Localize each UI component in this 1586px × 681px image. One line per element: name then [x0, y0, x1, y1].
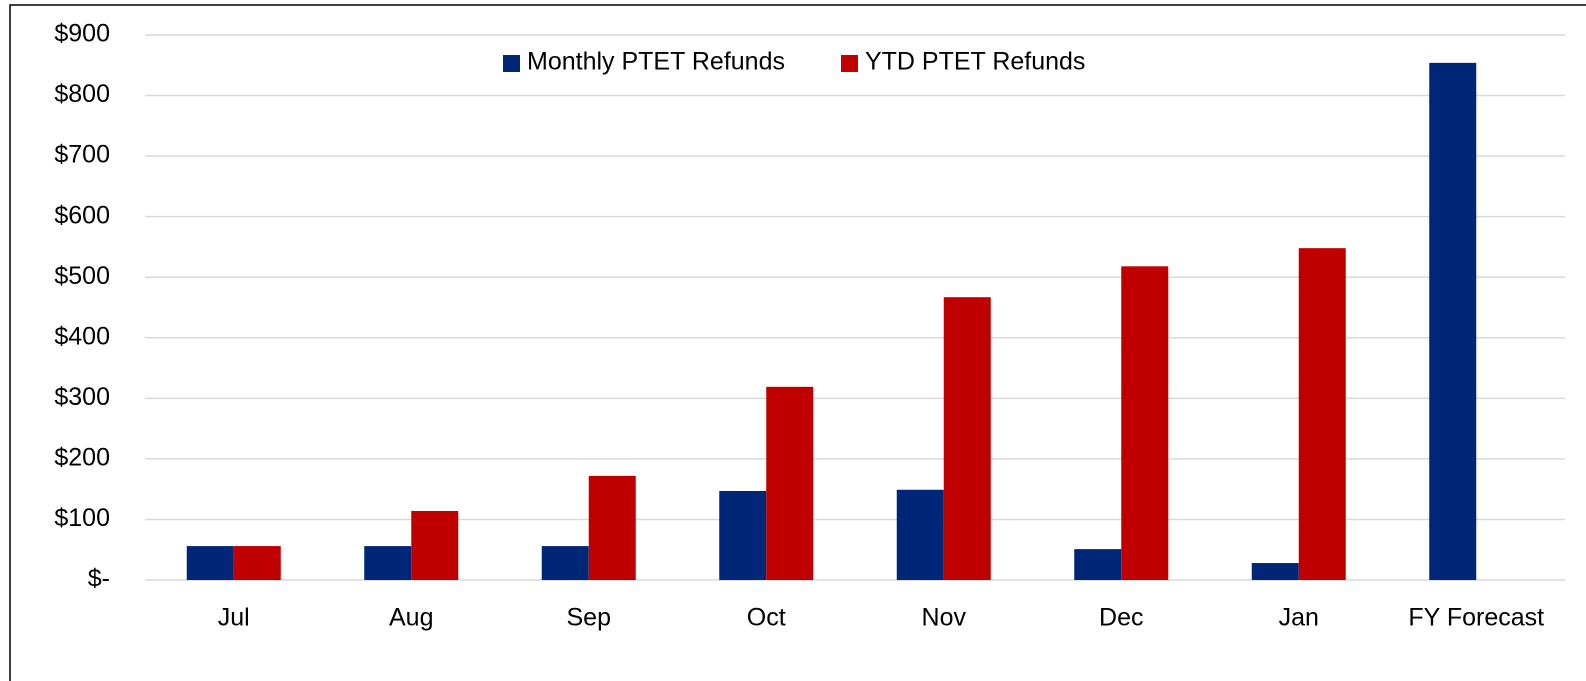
y-tick-label: $700 — [54, 141, 110, 169]
bar — [1074, 549, 1122, 580]
bar — [588, 475, 636, 580]
legend-swatch — [840, 55, 858, 72]
bar — [1251, 563, 1299, 580]
bar — [1121, 266, 1169, 580]
y-tick-label: $900 — [54, 20, 110, 48]
bar — [186, 546, 234, 580]
legend-swatch — [503, 55, 520, 72]
bar — [411, 510, 459, 580]
chart-border — [9, 4, 1586, 681]
x-tick-label: Jan — [1279, 604, 1319, 632]
bar — [943, 297, 991, 580]
legend-label: YTD PTET Refunds — [865, 48, 1085, 76]
x-tick-label: Sep — [567, 604, 611, 632]
bar — [896, 489, 944, 580]
bar — [233, 546, 281, 580]
bar — [1429, 62, 1477, 581]
x-tick-label: FY Forecast — [1408, 604, 1544, 632]
y-tick-label: $300 — [54, 383, 110, 411]
y-tick-label: $100 — [54, 504, 110, 532]
bar — [766, 386, 814, 580]
y-tick-label: $400 — [54, 322, 110, 350]
y-tick-label: $- — [88, 565, 110, 593]
y-tick-label: $500 — [54, 262, 110, 290]
bar — [1298, 248, 1346, 580]
y-tick-label: $200 — [54, 443, 110, 471]
x-tick-label: Jul — [218, 604, 250, 632]
bar — [364, 546, 412, 580]
bar — [541, 546, 589, 580]
x-tick-label: Aug — [389, 604, 433, 632]
x-tick-label: Dec — [1099, 604, 1143, 632]
x-tick-label: Nov — [922, 604, 967, 632]
y-tick-label: $800 — [54, 80, 110, 108]
y-tick-label: $600 — [54, 201, 110, 229]
x-tick-label: Oct — [747, 604, 786, 632]
bar — [719, 490, 767, 580]
legend-label: Monthly PTET Refunds — [527, 48, 785, 76]
